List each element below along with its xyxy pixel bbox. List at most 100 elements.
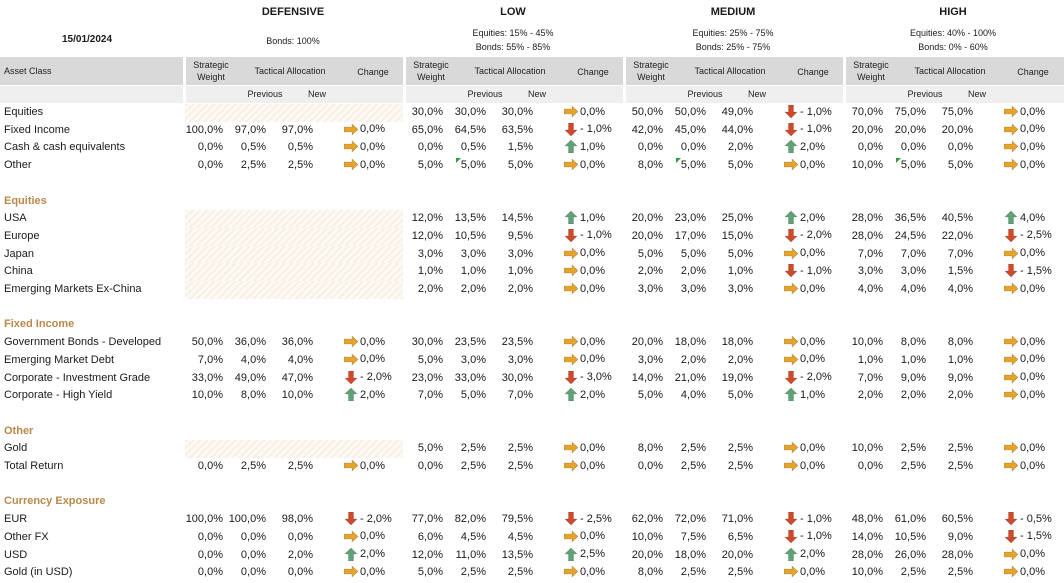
- strategic-weight-value: 0,0%: [637, 460, 663, 472]
- cell-note-marker: [456, 158, 461, 163]
- change-value: - 1,5%: [1004, 264, 1052, 278]
- change-value: 0,0%: [564, 335, 605, 348]
- change-text: 0,0%: [800, 335, 826, 348]
- profile-title-low: LOW: [500, 6, 526, 18]
- new-value: 79,5%: [501, 513, 533, 526]
- strategic-weight-value: 20,0%: [631, 548, 663, 561]
- new-value: 5,0%: [727, 389, 753, 402]
- new-value: 2,0%: [287, 548, 313, 561]
- change-value: - 1,0%: [564, 122, 612, 136]
- change-value: 1,0%: [564, 211, 605, 225]
- arrow-right-icon: [564, 335, 578, 348]
- previous-value: 21,0%: [674, 371, 706, 384]
- subheader-bar: [0, 86, 1064, 103]
- previous-value: 2,5%: [240, 159, 266, 172]
- arrow-right-icon: [1004, 246, 1018, 260]
- change-text: 0,0%: [800, 441, 826, 454]
- change-text: 0,0%: [580, 565, 606, 578]
- previous-value: 30,0%: [454, 106, 486, 118]
- change-text: - 1,0%: [800, 264, 832, 277]
- change-text: 0,0%: [580, 335, 606, 348]
- previous-value: 23,0%: [674, 212, 706, 225]
- arrow-up-icon: [1004, 211, 1018, 225]
- change-value: 0,0%: [564, 105, 605, 118]
- change-value: 0,0%: [564, 353, 605, 366]
- arrow-right-icon: [564, 246, 578, 260]
- arrow-down-icon: [1004, 529, 1018, 543]
- new-value: 75,0%: [941, 106, 973, 118]
- new-value: 2,5%: [507, 442, 533, 455]
- strategic-weight-value: 10,0%: [851, 336, 883, 349]
- arrow-right-icon: [1004, 123, 1018, 136]
- previous-value: 9,0%: [900, 371, 926, 384]
- previous-value: 45,0%: [674, 123, 706, 136]
- row-label: Total Return: [4, 460, 64, 472]
- strategic-weight-value: 0,0%: [197, 460, 223, 472]
- strategic-weight-value: 0,0%: [417, 460, 443, 472]
- arrow-down-icon: [564, 122, 578, 136]
- row-label: Other: [4, 159, 32, 172]
- change-value: 0,0%: [1004, 282, 1045, 295]
- strategic-weight-value: 0,0%: [197, 530, 223, 543]
- previous-value: 5,0%: [680, 247, 706, 260]
- previous-value: 2,0%: [680, 265, 706, 278]
- change-text: 0,0%: [1020, 388, 1046, 401]
- previous-value: 97,0%: [234, 123, 266, 136]
- change-text: 0,0%: [580, 264, 606, 277]
- strategic-weight-value: 65,0%: [411, 123, 443, 136]
- empty-cell: [185, 245, 403, 264]
- arrow-right-icon: [344, 140, 358, 154]
- arrow-down-icon: [344, 370, 358, 384]
- change-value: 0,0%: [784, 158, 825, 171]
- arrow-right-icon: [1004, 565, 1018, 578]
- change-text: 0,0%: [1020, 335, 1046, 348]
- change-text: 0,0%: [580, 441, 606, 454]
- previous-value: 2,5%: [460, 442, 486, 455]
- previous-value: 7,5%: [680, 530, 706, 543]
- strategic-weight-value: 77,0%: [411, 513, 443, 526]
- arrow-right-icon: [784, 459, 798, 472]
- change-text: 0,0%: [360, 158, 386, 171]
- previous-value: 3,0%: [900, 265, 926, 278]
- previous-value: 2,5%: [460, 566, 486, 579]
- arrow-right-icon: [344, 158, 358, 171]
- previous-value: 2,0%: [680, 353, 706, 366]
- new-header: New: [747, 89, 766, 99]
- change-value: 0,0%: [564, 441, 605, 454]
- change-text: 0,0%: [1020, 459, 1046, 472]
- strategic-weight-value: 33,0%: [191, 371, 223, 384]
- change-text: 0,0%: [800, 459, 826, 472]
- strategic-weight-value: 8,0%: [637, 566, 663, 579]
- previous-value: 100,0%: [228, 513, 266, 526]
- arrow-up-icon: [564, 211, 578, 225]
- change-text: - 2,0%: [800, 371, 832, 383]
- row-label: Fixed Income: [4, 123, 71, 136]
- change-value: 0,0%: [1004, 123, 1045, 136]
- strategic-weight-value: 30,0%: [411, 106, 443, 118]
- previous-value: 20,0%: [894, 123, 926, 136]
- change-value: - 1,0%: [784, 512, 832, 526]
- arrow-right-icon: [1004, 459, 1018, 472]
- previous-header: Previous: [687, 89, 723, 99]
- arrow-down-icon: [784, 370, 798, 384]
- strategic-weight-value: 10,0%: [851, 159, 883, 172]
- arrow-right-icon: [1004, 388, 1018, 401]
- previous-value: 5,0%: [460, 159, 486, 172]
- arrow-right-icon: [344, 459, 358, 472]
- arrow-down-icon: [784, 264, 798, 278]
- change-value: 0,0%: [344, 123, 385, 136]
- previous-value: 64,5%: [454, 123, 486, 136]
- change-value: 0,0%: [784, 335, 825, 348]
- row-label: Government Bonds - Developed: [4, 336, 162, 349]
- previous-value: 18,0%: [674, 336, 706, 349]
- arrow-up-icon: [344, 388, 358, 402]
- new-value: 9,0%: [947, 371, 973, 384]
- new-value: 25,0%: [721, 212, 753, 225]
- change-text: 2,0%: [360, 548, 386, 560]
- strategic-weight-value: 28,0%: [851, 548, 883, 561]
- arrow-down-icon: [784, 228, 798, 242]
- arrow-right-icon: [1004, 105, 1018, 118]
- change-value: 0,0%: [344, 530, 385, 543]
- previous-value: 3,0%: [680, 283, 706, 295]
- change-value: 4,0%: [1004, 211, 1045, 225]
